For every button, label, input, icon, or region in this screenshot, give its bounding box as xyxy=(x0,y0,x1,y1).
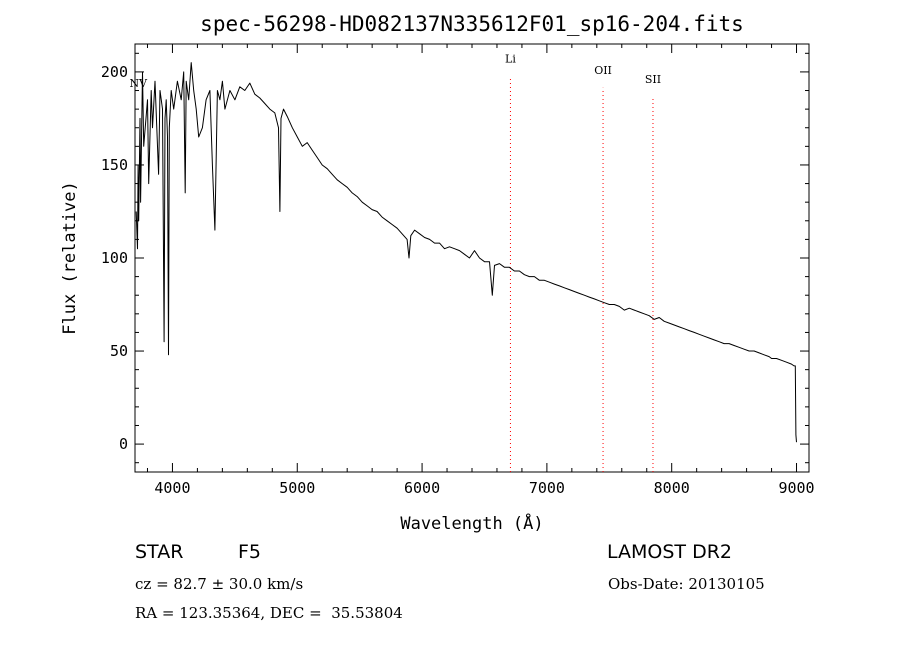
x-tick-label: 8000 xyxy=(654,479,690,497)
spectral-line-label: NV xyxy=(129,77,148,90)
spectrum-chart: spec-56298-HD082137N335612F01_sp16-204.f… xyxy=(60,12,815,534)
x-axis-label: Wavelength (Å) xyxy=(400,512,543,534)
y-tick-label: 150 xyxy=(101,156,128,174)
x-tick-label: 4000 xyxy=(154,479,190,497)
object-type: STAR xyxy=(135,541,184,563)
x-tick-label: 6000 xyxy=(404,479,440,497)
x-tick-label: 5000 xyxy=(279,479,315,497)
x-tick-label: 7000 xyxy=(529,479,565,497)
y-axis-label-group: Flux (relative) xyxy=(60,181,80,335)
y-tick-label: 50 xyxy=(110,342,128,360)
plot-area: 4000 5000 6000 7000 8000 9000 0 50 100 150 200 Li OI… xyxy=(101,43,815,497)
survey-name: LAMOST DR2 xyxy=(607,541,732,563)
chart-title: spec-56298-HD082137N335612F01_sp16-204.f… xyxy=(200,12,744,36)
spectral-line-label: OII xyxy=(594,64,612,77)
y-tick-label: 100 xyxy=(101,249,128,267)
spectral-line-label: SII xyxy=(645,73,661,86)
x-tick-label: 9000 xyxy=(778,479,814,497)
plot-frame xyxy=(134,43,810,473)
spectrum-line xyxy=(135,62,797,443)
ra-dec: RA = 123.35364, DEC = 35.53804 xyxy=(135,604,403,622)
observation-date: Obs-Date: 20130105 xyxy=(608,575,765,593)
y-tick-label: 0 xyxy=(119,435,128,453)
object-subclass: F5 xyxy=(238,541,262,563)
redshift-cz: cz = 82.7 ± 30.0 km/s xyxy=(135,575,304,593)
spectral-line-label: Li xyxy=(505,53,516,66)
y-axis-label: Flux (relative) xyxy=(60,181,80,335)
y-tick-label: 200 xyxy=(101,63,128,81)
